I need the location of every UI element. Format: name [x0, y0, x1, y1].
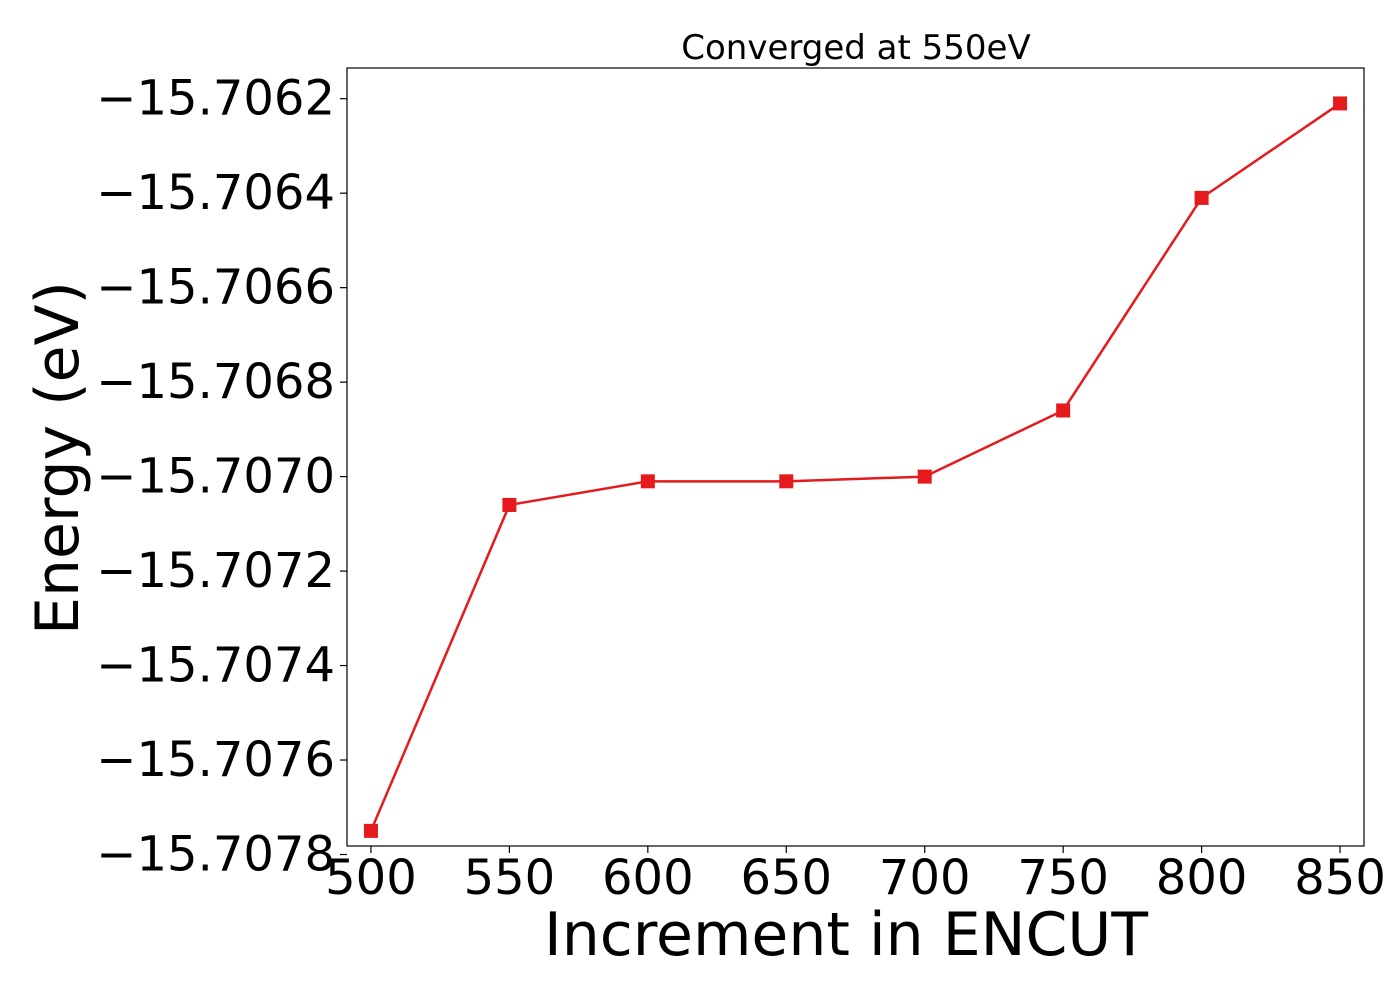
data-point	[779, 474, 794, 489]
y-axis-label: Energy (eV)	[23, 281, 93, 635]
y-axis: −15.7078 −15.7076 −15.7074 −15.7072 −15.7070…	[96, 71, 347, 883]
x-axis-label: Increment in ENCUT	[544, 900, 1148, 970]
data-point	[917, 469, 932, 484]
y-tick-label: −15.7072	[96, 543, 335, 599]
data-point	[640, 474, 655, 489]
data-point	[502, 497, 517, 512]
x-axis: 500 550 600 650 700 750 800 850	[325, 846, 1386, 906]
series-layer	[363, 96, 1348, 838]
data-point	[1056, 403, 1071, 418]
x-tick-label: 700	[879, 850, 971, 906]
x-tick-label: 550	[464, 850, 556, 906]
x-tick-label: 650	[740, 850, 832, 906]
y-tick-label: −15.7064	[96, 165, 335, 221]
x-tick-label: 850	[1294, 850, 1386, 906]
x-tick-label: 750	[1017, 850, 1109, 906]
plot-area: −15.7078 −15.7076 −15.7074 −15.7072 −15.7070…	[96, 67, 1386, 906]
y-tick-label: −15.7074	[96, 638, 335, 694]
x-tick-label: 600	[602, 850, 694, 906]
chart-title: Converged at 550eV	[681, 28, 1030, 68]
data-point	[1333, 96, 1348, 111]
plot-frame	[346, 67, 1365, 847]
y-tick-label: −15.7066	[96, 260, 335, 316]
y-tick-label: −15.7062	[96, 71, 335, 127]
y-tick-label: −15.7068	[96, 354, 335, 410]
series-line	[369, 102, 1341, 832]
x-tick-label: 800	[1156, 850, 1248, 906]
y-tick-label: −15.7078	[96, 827, 335, 883]
data-point	[1194, 190, 1209, 205]
y-tick-label: −15.7070	[96, 449, 335, 505]
y-tick-label: −15.7076	[96, 732, 335, 788]
x-tick-label: 500	[325, 850, 417, 906]
data-point	[363, 823, 378, 838]
